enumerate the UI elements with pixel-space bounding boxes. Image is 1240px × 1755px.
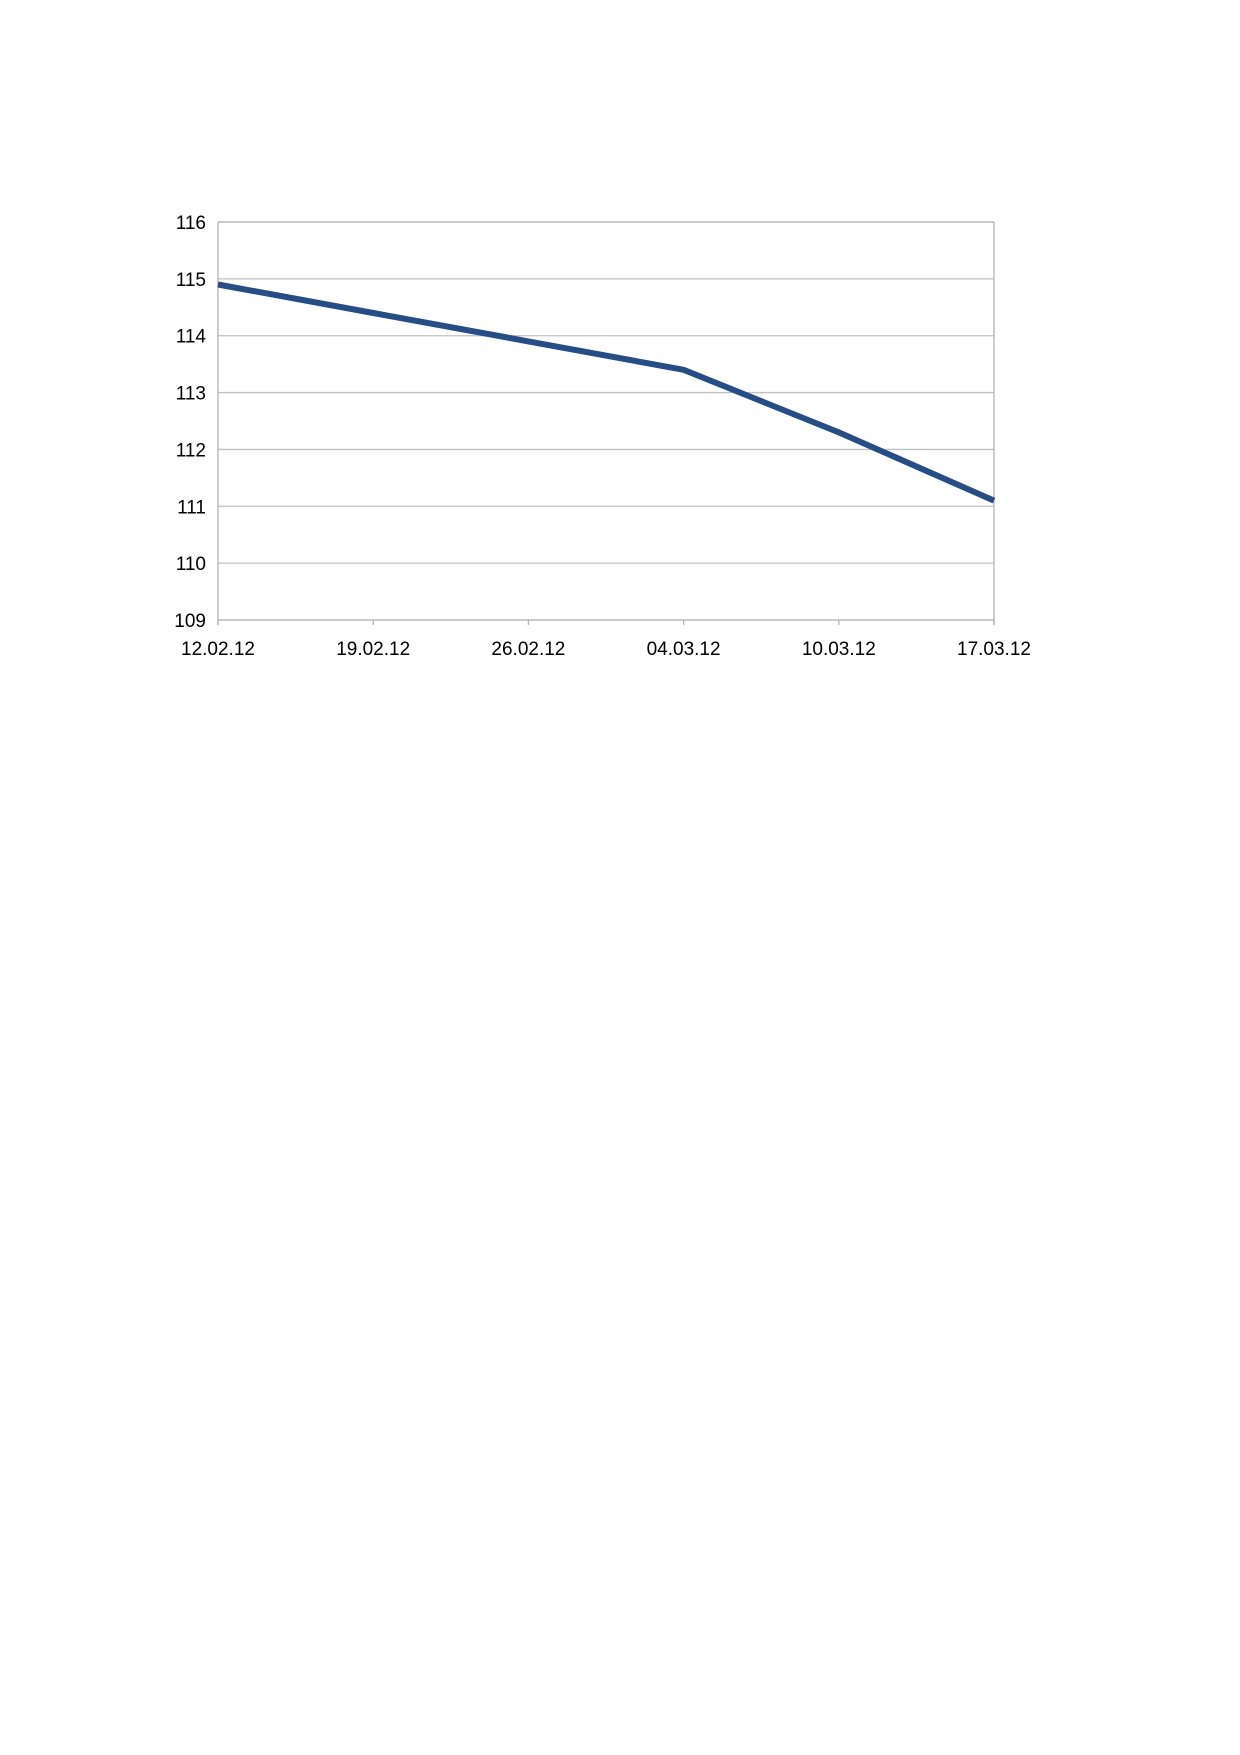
x-tick-label: 12.02.12 [181,639,255,660]
y-tick-label: 116 [176,213,206,234]
x-tick-label: 17.03.12 [957,639,1031,660]
series-line-0 [217,281,996,504]
y-tick-labels: 109 110 111 112 113 114 115 116 [174,213,206,632]
series-lines [217,281,996,504]
y-tick-label: 109 [174,611,206,632]
gridlines [218,221,994,621]
x-tick-label: 19.02.12 [336,639,410,660]
y-tick-label: 113 [176,384,206,405]
y-tick-label: 115 [176,270,206,291]
y-tick-label: 112 [176,440,206,461]
axes [217,221,995,625]
x-tick-labels: 12.02.12 19.02.12 26.02.12 04.03.12 10.03.12… [181,639,1031,660]
y-tick-label: 111 [177,497,206,518]
y-tick-label: 114 [176,327,207,348]
x-tick-label: 10.03.12 [802,639,876,660]
y-tick-label: 110 [176,554,206,575]
x-tick-label: 26.02.12 [491,639,565,660]
x-tick-label: 04.03.12 [647,639,721,660]
